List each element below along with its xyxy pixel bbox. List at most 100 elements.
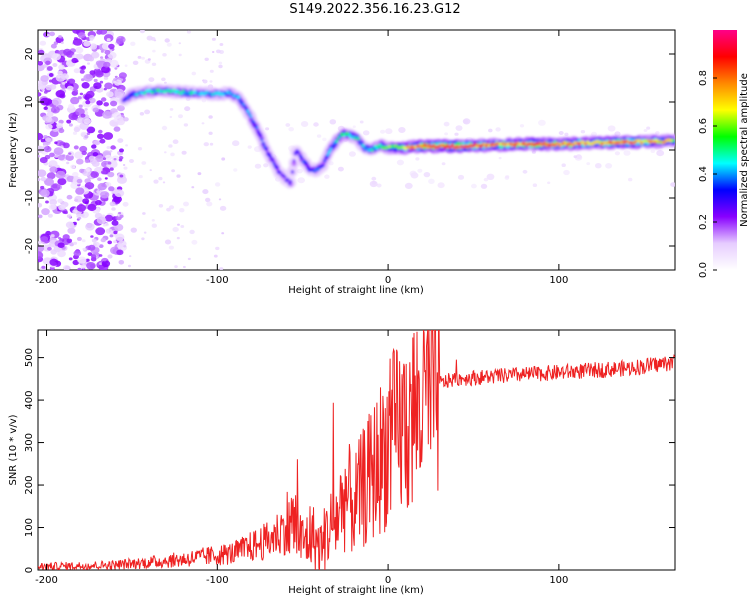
noise-speckle (46, 111, 54, 118)
noise-speckle (103, 61, 111, 68)
noise-speckle (38, 251, 44, 260)
noise-speckle (164, 38, 170, 43)
ridge-point (304, 161, 308, 165)
noise-speckle (324, 174, 330, 179)
noise-speckle (114, 79, 122, 86)
noise-speckle (183, 123, 189, 127)
bottom-x-axis: -200 -100 0 100 (35, 330, 568, 586)
noise-speckle (116, 38, 124, 45)
noise-speckle (174, 265, 178, 269)
noise-speckle (60, 41, 64, 45)
noise-speckle (101, 260, 111, 268)
ridge-point (237, 95, 241, 99)
x-tick-label: 100 (549, 575, 568, 586)
noise-speckle (128, 264, 131, 268)
noise-speckle (73, 145, 79, 150)
noise-speckle (63, 265, 71, 270)
noise-speckle (76, 178, 83, 184)
noise-speckle (348, 151, 356, 157)
noise-speckle (57, 198, 63, 203)
noise-speckle (130, 41, 136, 46)
ridge-point (331, 144, 334, 149)
ridge-point (263, 145, 267, 149)
noise-speckle (164, 81, 167, 84)
noise-speckle (213, 254, 218, 258)
x-tick-label: 100 (549, 275, 568, 286)
noise-speckle (218, 64, 223, 69)
x-tick-label: 0 (385, 275, 391, 286)
noise-speckle (232, 140, 240, 147)
noise-speckle (71, 57, 78, 64)
noise-speckle (169, 108, 174, 111)
noise-speckle (68, 152, 72, 155)
noise-speckle (218, 61, 223, 65)
noise-speckle (80, 264, 87, 269)
noise-speckle (38, 92, 42, 97)
colorbar-tick-label: 0.4 (698, 166, 709, 182)
noise-speckle (91, 51, 99, 58)
noise-speckle (646, 126, 651, 130)
noise-speckle (100, 56, 104, 59)
noise-speckle (87, 252, 93, 256)
noise-speckle (104, 82, 113, 90)
noise-speckle (359, 120, 364, 124)
noise-speckle (87, 203, 97, 212)
noise-speckle (66, 161, 70, 165)
noise-speckle (89, 158, 98, 165)
noise-speckle (117, 118, 125, 126)
noise-speckle (106, 38, 111, 42)
noise-speckle (66, 194, 73, 200)
noise-speckle (111, 220, 119, 226)
noise-speckle (48, 73, 54, 77)
noise-speckle (101, 66, 110, 74)
noise-speckle (161, 77, 166, 82)
ridge-point (294, 151, 297, 156)
noise-speckle (101, 42, 111, 50)
noise-speckle (87, 62, 90, 65)
noise-speckle (109, 234, 114, 238)
noise-speckle (104, 49, 111, 55)
noise-speckle (57, 178, 67, 186)
noise-speckle (99, 80, 104, 84)
ridge-point (513, 143, 517, 148)
noise-speckle (85, 258, 90, 262)
noise-speckle (58, 204, 66, 211)
bottom-y-axis-label: SNR (10 * v/v) (8, 414, 19, 485)
noise-speckle (519, 124, 525, 128)
noise-speckle (141, 56, 145, 60)
y-tick-label: -20 (24, 238, 35, 254)
noise-speckle (208, 131, 213, 135)
noise-speckle (53, 147, 64, 156)
noise-speckle (398, 127, 406, 133)
noise-speckle (488, 128, 493, 133)
noise-speckle (211, 37, 216, 41)
noise-speckle (62, 234, 70, 240)
ridge-point (252, 120, 256, 124)
noise-speckle (171, 169, 176, 173)
noise-speckle (107, 240, 112, 245)
noise-speckle (113, 158, 117, 161)
noise-speckle (201, 122, 205, 125)
noise-speckle (166, 42, 172, 47)
noise-speckle (68, 123, 73, 127)
ridge-point (203, 92, 207, 96)
noise-speckle (99, 30, 108, 35)
noise-speckle (170, 152, 175, 157)
ridge-point (264, 147, 268, 151)
noise-speckle (40, 185, 45, 190)
y-tick-label: 0 (24, 567, 35, 573)
ridge-point (306, 166, 310, 170)
noise-speckle (78, 216, 82, 220)
ridge-point (326, 153, 330, 157)
noise-speckle (99, 138, 106, 144)
ridge-point (357, 137, 360, 141)
noise-speckle (93, 140, 101, 146)
noise-speckle (106, 146, 111, 149)
ridge-point (329, 147, 333, 151)
noise-speckle (214, 182, 221, 187)
noise-speckle (119, 148, 124, 153)
ridge-point (249, 115, 253, 119)
noise-speckle (189, 229, 195, 235)
noise-speckle (263, 163, 269, 168)
